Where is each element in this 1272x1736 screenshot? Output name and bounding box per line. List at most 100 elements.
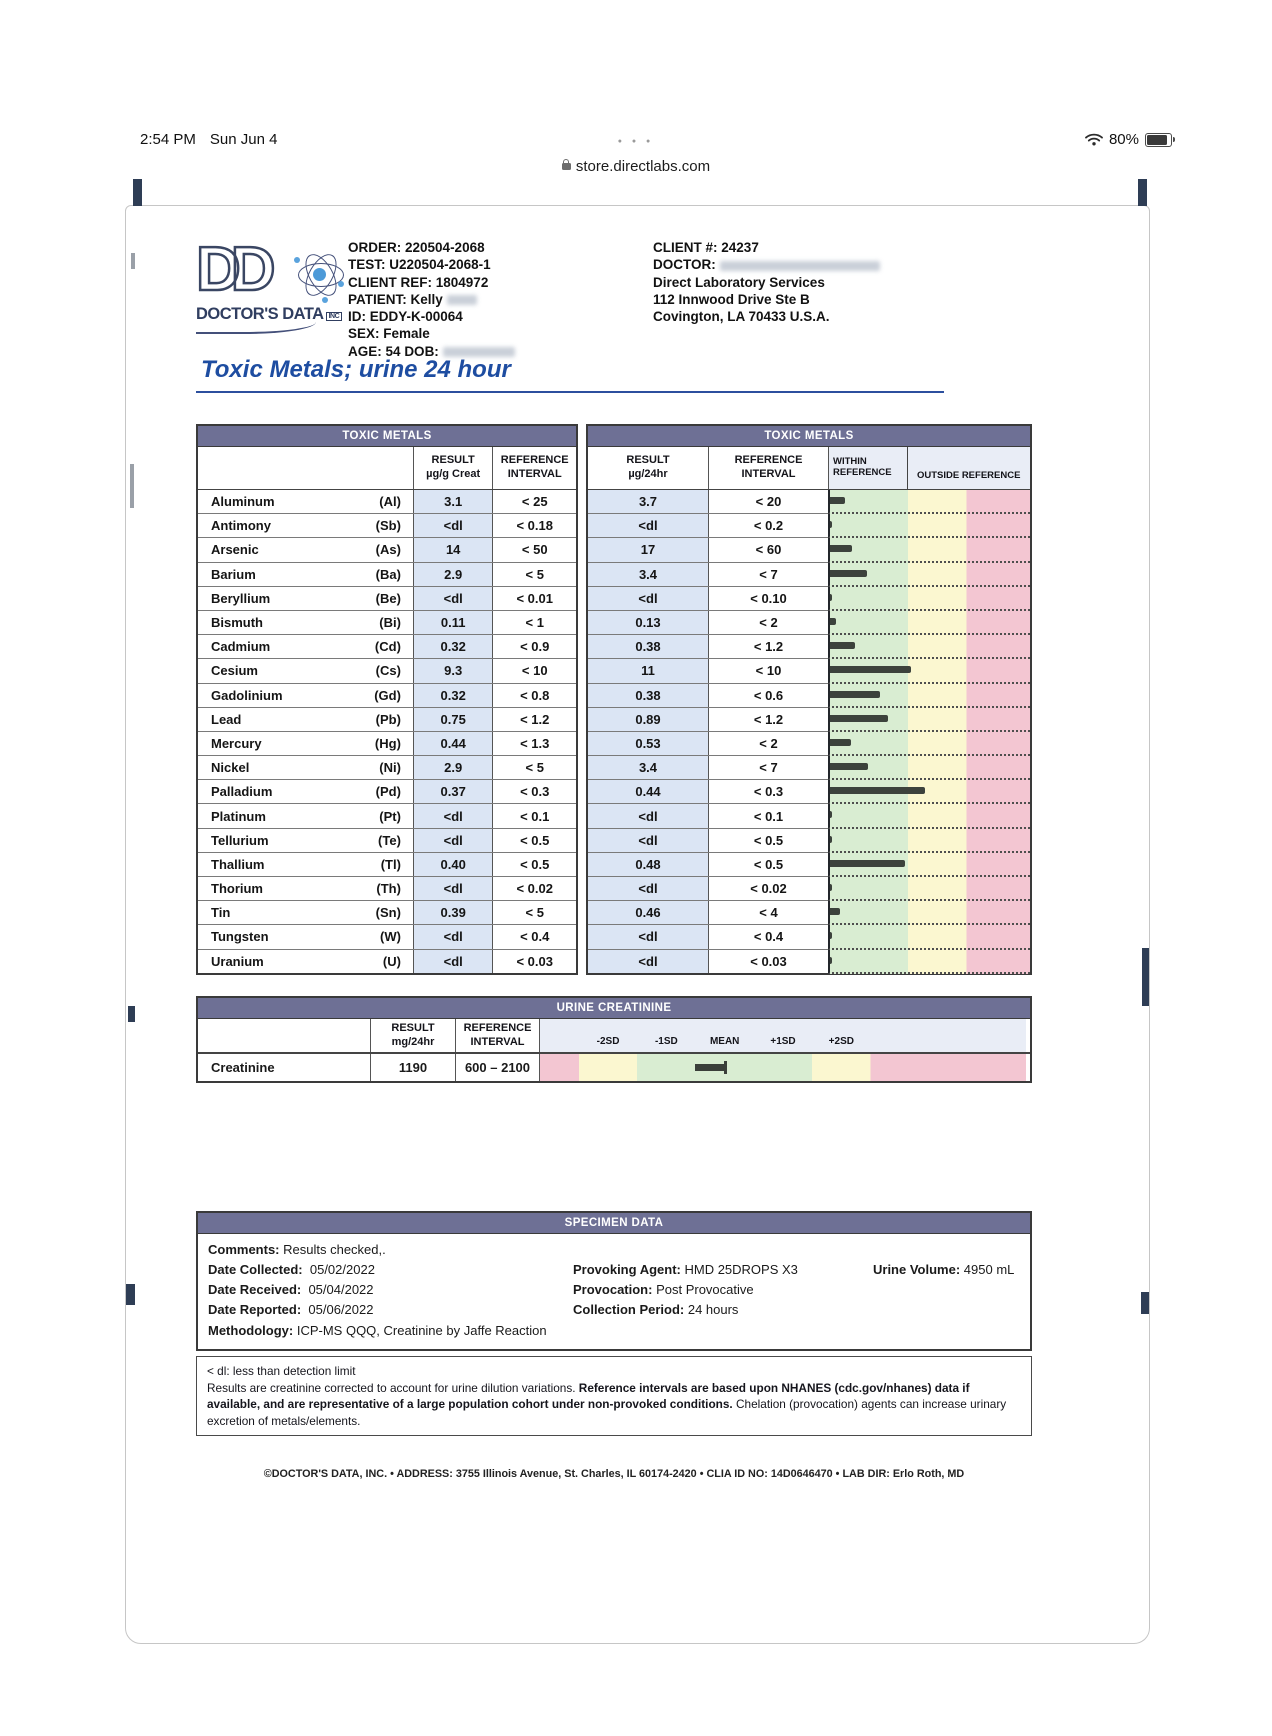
table-row: <dl < 0.02 xyxy=(588,877,1030,902)
order-line: ORDER: 220504-2068 xyxy=(348,240,485,255)
sd-label: -2SD xyxy=(596,1035,620,1047)
patient-line: PATIENT: Kelly xyxy=(348,291,648,308)
table-row: Tin (Sn) 0.39 < 5 xyxy=(198,901,576,926)
element-cell: Tellurium (Te) xyxy=(198,829,413,852)
table-row: 0.13 < 2 xyxy=(588,610,1030,636)
table-row: <dl < 0.03 xyxy=(588,949,1030,974)
column-header-row: RESULT µg/g Creat REFERENCE INTERVAL xyxy=(198,447,576,490)
result-per-creat: <dl xyxy=(412,804,493,828)
url-bar[interactable]: store.directlabs.com xyxy=(0,158,1272,175)
element-name: Platinum xyxy=(211,808,266,824)
element-symbol: (Cs) xyxy=(375,663,401,679)
element-name: Uranium xyxy=(211,953,264,969)
org-line: Direct Laboratory Services xyxy=(653,274,825,290)
element-cell: Uranium (U) xyxy=(198,950,413,973)
result-bar xyxy=(830,884,833,891)
reference-bar-chart xyxy=(828,490,1030,515)
reference-per-24hr: < 0.4 xyxy=(708,925,828,949)
element-cell: Aluminum (Al) xyxy=(198,490,413,513)
result-bar xyxy=(830,763,868,771)
result-creat-column-header: RESULT µg/g Creat xyxy=(412,447,493,489)
result-per-creat: 0.44 xyxy=(412,731,493,756)
result-per-creat: <dl xyxy=(412,586,493,610)
result-bar xyxy=(830,690,880,698)
reference-bar-chart xyxy=(828,852,1030,877)
reference-per-creat: < 0.1 xyxy=(492,804,576,828)
sd-label: MEAN xyxy=(709,1035,740,1047)
table-body: 3.7 < 20 <dl < 0.2 17 < 60 3.4 < 7 xyxy=(588,490,1030,974)
table-header-bar: TOXIC METALS xyxy=(198,426,576,447)
battery-percent: 80% xyxy=(1108,131,1139,148)
result-per-24hr: 0.46 xyxy=(588,901,708,925)
result-per-creat: <dl xyxy=(412,514,493,538)
element-cell: Tungsten (W) xyxy=(198,925,413,948)
table-row: <dl < 0.1 xyxy=(588,804,1030,829)
table-row: Bismuth (Bi) 0.11 < 1 xyxy=(198,610,576,636)
table-row: 0.48 < 0.5 xyxy=(588,852,1030,877)
result-bar xyxy=(830,545,853,553)
table-row: 0.38 < 0.6 xyxy=(588,683,1030,708)
result-bar xyxy=(830,497,845,504)
section-header-bar: SPECIMEN DATA xyxy=(198,1213,1030,1234)
result-per-24hr: <dl xyxy=(588,514,708,538)
reference-bar-chart xyxy=(828,877,1030,902)
result-bar xyxy=(830,956,833,964)
table-row: <dl < 0.5 xyxy=(588,828,1030,853)
result-per-24hr: 0.53 xyxy=(588,731,708,756)
sd-label: -1SD xyxy=(654,1035,678,1047)
methodology-line: Methodology: ICP-MS QQQ, Creatinine by J… xyxy=(208,1322,547,1338)
element-name: Tin xyxy=(211,905,231,921)
url-text: store.directlabs.com xyxy=(575,158,711,175)
result-bar xyxy=(830,835,833,843)
table-row: Mercury (Hg) 0.44 < 1.3 xyxy=(198,731,576,757)
reference-per-24hr: < 0.02 xyxy=(708,877,828,901)
reference-per-creat: < 5 xyxy=(492,756,576,780)
result-bar xyxy=(830,859,905,867)
result-per-24hr: 0.13 xyxy=(588,610,708,635)
test-line: TEST: U220504-2068-1 xyxy=(348,257,491,273)
table-row: Cadmium (Cd) 0.32 < 0.9 xyxy=(198,635,576,660)
result-bar xyxy=(830,714,888,722)
element-cell: Cadmium (Cd) xyxy=(198,635,413,658)
element-symbol: (Pd) xyxy=(375,784,401,800)
client-ref-line: CLIENT REF: 1804972 xyxy=(348,274,489,290)
result-per-24hr: 17 xyxy=(588,538,708,562)
table-row: Palladium (Pd) 0.37 < 0.3 xyxy=(198,780,576,805)
reference-bar-chart xyxy=(828,756,1030,781)
address-line-2: Covington, LA 70433 U.S.A. xyxy=(653,309,830,325)
element-name: Bismuth xyxy=(211,615,263,631)
result-bar xyxy=(830,932,833,940)
reference-per-24hr: < 0.6 xyxy=(708,683,828,707)
reference-bar-chart xyxy=(828,731,1030,757)
table-row: 11 < 10 xyxy=(588,659,1030,684)
reference-column-header: REFERENCE INTERVAL xyxy=(455,1019,539,1052)
redacted-text xyxy=(719,260,880,271)
reference-per-24hr: < 0.5 xyxy=(708,828,828,852)
reference-bar-chart xyxy=(828,949,1030,974)
id-line: ID: EDDY-K-00064 xyxy=(348,309,463,325)
result-bar xyxy=(830,521,833,529)
result-per-creat: 0.40 xyxy=(412,852,493,876)
result-per-24hr: 0.44 xyxy=(588,780,708,804)
element-cell: Thorium (Th) xyxy=(198,877,413,900)
scan-artifact xyxy=(1138,179,1147,206)
element-symbol: (Ba) xyxy=(375,566,401,582)
result-per-creat: 14 xyxy=(412,538,493,562)
table-row: Beryllium (Be) <dl < 0.01 xyxy=(198,586,576,611)
result-per-24hr: 3.4 xyxy=(588,562,708,586)
result-per-24hr: <dl xyxy=(588,925,708,949)
tab-dots-icon[interactable]: ● ● ● xyxy=(617,138,655,145)
table-row: Tellurium (Te) <dl < 0.5 xyxy=(198,828,576,853)
element-name: Arsenic xyxy=(211,542,259,558)
element-symbol: (Sn) xyxy=(375,905,401,921)
scan-artifact xyxy=(133,179,142,206)
age-dob-line: AGE: 54 DOB: xyxy=(348,343,648,360)
element-cell: Lead (Pb) xyxy=(198,708,413,731)
reference-bar-chart xyxy=(828,780,1030,805)
reference-per-creat: < 0.01 xyxy=(492,586,576,610)
element-name: Thorium xyxy=(211,881,263,897)
reference-bar-chart xyxy=(828,683,1030,708)
table-row: Gadolinium (Gd) 0.32 < 0.8 xyxy=(198,683,576,708)
element-cell: Nickel (Ni) xyxy=(198,756,413,779)
reference-per-creat: < 5 xyxy=(492,901,576,925)
